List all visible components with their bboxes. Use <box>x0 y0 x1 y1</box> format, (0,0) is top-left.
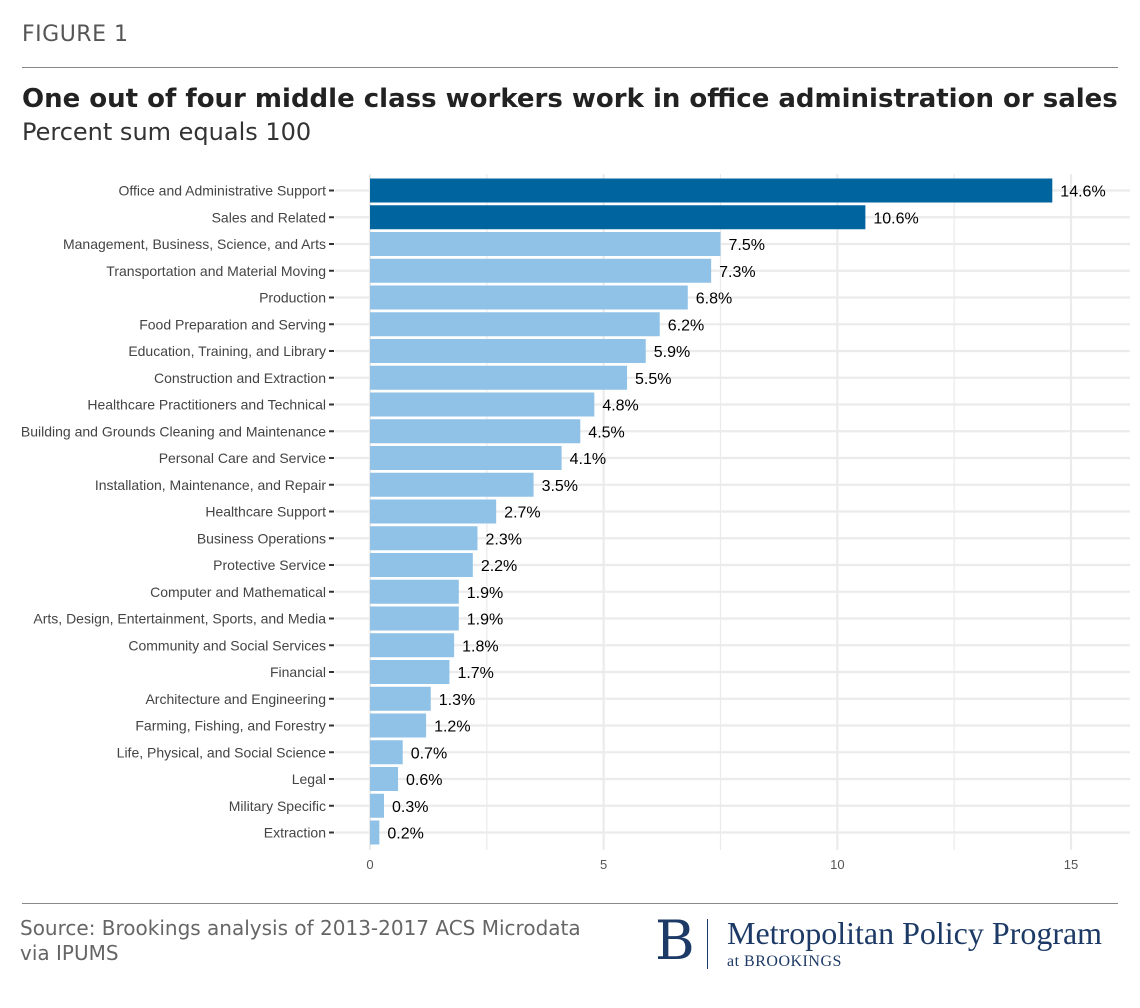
bar-chart: 0 5 10 15 Office and Administrative Support 1… <box>21 174 1130 872</box>
data-label: 14.6% <box>1060 184 1105 201</box>
bar <box>370 312 660 337</box>
bar <box>370 392 595 417</box>
y-category-label: Healthcare Practitioners and Technical <box>87 397 326 413</box>
y-category-label: Legal <box>292 771 326 787</box>
bar <box>370 178 1053 203</box>
data-label: 0.7% <box>411 745 447 762</box>
program-affiliation: at BROOKINGS <box>727 953 842 970</box>
data-label: 5.9% <box>654 344 690 361</box>
bar <box>370 713 427 738</box>
data-label: 1.9% <box>467 585 503 602</box>
data-label: 1.2% <box>434 719 470 736</box>
brookings-b-mark: B <box>655 909 695 972</box>
chart-subtitle: Percent sum equals 100 <box>22 118 312 146</box>
data-label: 1.3% <box>439 692 475 709</box>
logo-divider <box>707 919 708 969</box>
y-category-label: Community and Social Services <box>128 637 326 653</box>
y-category-label: Sales and Related <box>212 209 326 225</box>
y-category-label: Life, Physical, and Social Science <box>117 744 327 760</box>
x-tick-label: 15 <box>1064 857 1078 872</box>
y-category-label: Healthcare Support <box>205 504 326 520</box>
x-tick-label: 10 <box>830 857 844 872</box>
y-category-label: Education, Training, and Library <box>128 343 326 359</box>
y-category-label: Construction and Extraction <box>154 370 326 386</box>
y-category-label: Farming, Fishing, and Forestry <box>135 718 326 734</box>
y-category-label: Computer and Mathematical <box>150 584 326 600</box>
bar <box>370 258 712 283</box>
program-name: Metropolitan Policy Program <box>727 915 1103 951</box>
y-category-label: Food Preparation and Serving <box>139 316 326 332</box>
y-category-label: Management, Business, Science, and Arts <box>63 236 326 252</box>
bar <box>370 526 478 551</box>
data-label: 1.7% <box>457 665 493 682</box>
source-note: Source: Brookings analysis of 2013-2017 … <box>20 916 581 965</box>
data-label: 4.8% <box>602 398 638 415</box>
bar <box>370 660 450 684</box>
data-label: 2.2% <box>481 558 517 575</box>
bar <box>370 579 459 604</box>
data-label: 6.8% <box>696 291 732 308</box>
data-label: 0.2% <box>387 826 423 843</box>
y-category-label: Personal Care and Service <box>159 450 327 466</box>
y-category-label: Transportation and Material Moving <box>106 263 326 279</box>
bar <box>370 606 459 631</box>
bar <box>370 633 455 658</box>
bar <box>370 472 534 497</box>
bar <box>370 820 380 845</box>
x-tick-label: 5 <box>600 857 607 872</box>
y-category-label: Financial <box>270 664 326 680</box>
y-category-label: Building and Grounds Cleaning and Mainte… <box>21 423 326 439</box>
brookings-logo: B Metropolitan Policy Program at BROOKIN… <box>655 909 1125 975</box>
chart-title: One out of four middle class workers wor… <box>22 84 1118 114</box>
bar <box>370 686 431 711</box>
data-label: 1.8% <box>462 638 498 655</box>
bar <box>370 499 497 524</box>
top-divider <box>22 67 1118 68</box>
data-label: 1.9% <box>467 612 503 629</box>
y-category-label: Military Specific <box>229 798 326 814</box>
data-label: 2.7% <box>504 505 540 522</box>
bar <box>370 232 721 256</box>
bar <box>370 419 581 444</box>
data-label: 2.3% <box>485 531 521 548</box>
bar <box>370 339 646 363</box>
y-category-label: Protective Service <box>213 557 326 573</box>
data-label: 7.3% <box>719 264 755 281</box>
y-category-label: Installation, Maintenance, and Repair <box>95 477 326 493</box>
x-tick-label: 0 <box>366 857 373 872</box>
bar <box>370 740 403 765</box>
y-category-label: Extraction <box>264 825 326 841</box>
figure-label: FIGURE 1 <box>22 22 129 47</box>
y-category-label: Office and Administrative Support <box>118 183 326 199</box>
data-label: 0.3% <box>392 799 428 816</box>
bar <box>370 285 688 310</box>
y-category-label: Business Operations <box>197 530 326 546</box>
bar <box>370 365 628 390</box>
data-label: 5.5% <box>635 371 671 388</box>
bar <box>370 793 385 818</box>
bar <box>370 446 562 470</box>
y-category-label: Arts, Design, Entertainment, Sports, and… <box>33 611 326 627</box>
data-label: 10.6% <box>873 210 918 227</box>
bottom-divider <box>22 903 1118 904</box>
data-label: 3.5% <box>542 478 578 495</box>
data-label: 4.5% <box>588 424 624 441</box>
y-category-label: Architecture and Engineering <box>145 691 326 707</box>
data-label: 6.2% <box>668 317 704 334</box>
data-label: 7.5% <box>729 237 765 254</box>
data-label: 0.6% <box>406 772 442 789</box>
bar <box>370 767 399 791</box>
y-category-label: Production <box>259 290 326 306</box>
data-label: 4.1% <box>570 451 606 468</box>
bar <box>370 205 866 230</box>
bar <box>370 553 473 577</box>
